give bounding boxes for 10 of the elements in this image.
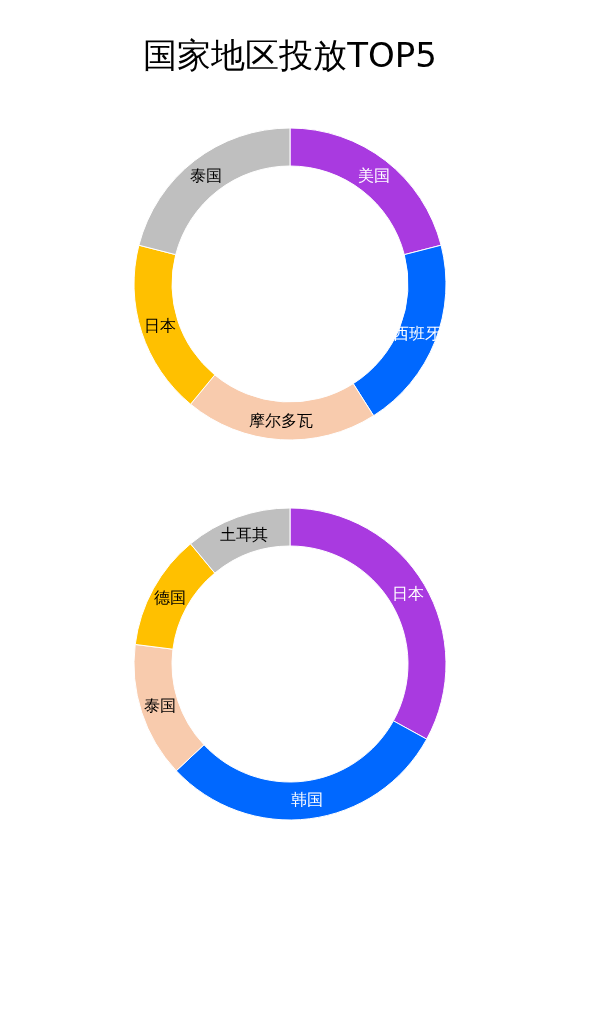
chart-title: 国家地区投放TOP5	[143, 35, 437, 75]
slice-label: 泰国	[143, 696, 176, 716]
slice-label: 土耳其	[219, 525, 268, 545]
slice-label: 日本	[143, 316, 176, 336]
slice-label: 日本	[391, 584, 424, 604]
slice-label: 泰国	[190, 165, 223, 185]
slice-label: 美国	[357, 165, 390, 185]
slice-label: 韩国	[291, 789, 324, 809]
slice-label: 德国	[153, 588, 186, 607]
slice-label: 摩尔多瓦	[249, 410, 314, 430]
